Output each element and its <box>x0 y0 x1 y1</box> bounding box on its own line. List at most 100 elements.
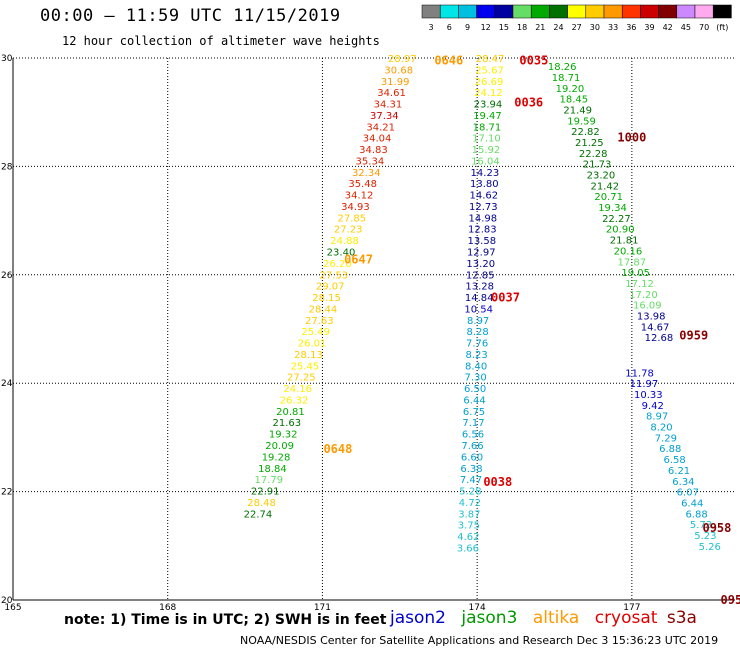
wave-height-label: 24.16 <box>283 384 312 395</box>
wave-height-label: 3.87 <box>458 509 480 520</box>
color-scale-label: 70 <box>699 23 709 32</box>
wave-height-label: 23.94 <box>474 100 503 111</box>
color-scale-swatch <box>694 4 714 19</box>
color-scale-swatch <box>712 4 732 19</box>
wave-height-label: 12.83 <box>468 225 497 236</box>
wave-height-label: 10.33 <box>634 390 663 401</box>
wave-height-label: 6.88 <box>685 509 707 520</box>
wave-height-label: 9.42 <box>642 401 664 412</box>
wave-height-label: 5.28 <box>459 487 481 498</box>
pass-time-label: 0036 <box>514 95 543 109</box>
wave-height-label: 5.26 <box>699 542 721 553</box>
color-scale-swatch <box>621 4 641 19</box>
wave-height-label: 12.85 <box>466 270 495 281</box>
wave-height-label: 35.48 <box>348 179 377 190</box>
wave-height-label: 21.81 <box>610 236 639 247</box>
wave-height-label: 26.69 <box>475 77 504 88</box>
wave-height-label: 34.21 <box>366 122 395 133</box>
color-scale-swatch <box>658 4 678 19</box>
wave-height-label: 14.98 <box>468 213 497 224</box>
color-scale-swatch <box>530 4 550 19</box>
wave-height-label: 29.07 <box>316 282 345 293</box>
wave-height-label: 27.85 <box>338 213 367 224</box>
wave-height-label: 28.15 <box>312 293 341 304</box>
wave-height-label: 12.68 <box>645 333 674 344</box>
wave-height-label: 11.78 <box>625 368 654 379</box>
wave-height-label: 24.88 <box>330 236 359 247</box>
wave-height-label: 6.34 <box>672 477 694 488</box>
wave-height-label: 21.73 <box>583 160 612 171</box>
wave-height-label: 18.71 <box>473 122 502 133</box>
legend-s3a: s3a <box>666 608 697 628</box>
wave-height-label: 14.23 <box>471 168 500 179</box>
wave-height-label: 13.98 <box>637 311 666 322</box>
wave-height-label: 19.20 <box>556 84 585 95</box>
wave-height-label: 25.67 <box>475 65 504 76</box>
color-scale-label: 36 <box>626 23 636 32</box>
wave-height-label: 6.50 <box>464 384 486 395</box>
wave-height-label: 20.90 <box>606 225 635 236</box>
wave-height-label: 17.12 <box>625 279 654 290</box>
color-scale-legend: 3 6 9 12 15 18 21 24 27 30 33 36 39 42 45 70 (ft) <box>421 4 732 32</box>
color-scale-label: 3 <box>429 23 434 32</box>
wave-height-label: 28.97 <box>388 54 417 65</box>
legend-cryosat: cryosat <box>594 608 658 628</box>
color-scale-label: 6 <box>447 23 452 32</box>
wave-height-label: 23.20 <box>587 171 616 182</box>
wave-height-label: 6.07 <box>677 488 699 499</box>
units-note: note: 1) Time is in UTC; 2) SWH is in fe… <box>64 612 387 628</box>
wave-height-label: 3.75 <box>458 521 480 532</box>
wave-height-label: 27.63 <box>305 316 334 327</box>
x-tick-label: 165 <box>4 603 21 613</box>
wave-height-label: 6.44 <box>681 498 703 509</box>
wave-height-label: 27.53 <box>319 270 348 281</box>
wave-height-label: 24.12 <box>474 88 503 99</box>
wave-height-label: 21.42 <box>590 181 619 192</box>
y-tick-label: 26 <box>1 271 13 281</box>
x-tick-labels: 165 168 171 174 177 <box>4 603 640 613</box>
pass-time-labels: 0646 0035 0036 1000 0647 0037 0959 0648 0038 0958… <box>323 54 740 607</box>
wave-height-label: 8.28 <box>467 327 489 338</box>
color-scale-label: 24 <box>553 23 563 32</box>
wave-height-label: 3.66 <box>457 543 479 554</box>
wave-height-label: 11.97 <box>630 379 659 390</box>
wave-height-label: 26.01 <box>298 339 327 350</box>
pass-time-label: 0646 <box>434 54 463 68</box>
color-scale-swatch <box>567 4 587 19</box>
chart-title: 00:00 — 11:59 UTC 11/15/2019 <box>40 6 341 26</box>
wave-height-label: 8.97 <box>646 412 668 423</box>
x-tick-label: 177 <box>623 603 640 613</box>
color-scale-label: 45 <box>681 23 691 32</box>
pass-time-label: 1000 <box>617 131 646 145</box>
wave-height-label: 28.48 <box>247 498 276 509</box>
wave-height-values: 28.9730.6831.9934.6134.3137.3434.2134.04… <box>244 54 721 554</box>
wave-height-label: 21.63 <box>273 418 302 429</box>
color-scale-label: 12 <box>481 23 491 32</box>
wave-height-label: 14.84 <box>465 293 494 304</box>
wave-height-label: 34.93 <box>341 202 370 213</box>
pass-time-label: 0648 <box>323 442 352 456</box>
wave-height-label: 7.66 <box>461 441 483 452</box>
x-tick-label: 174 <box>469 603 486 613</box>
wave-height-label: 4.62 <box>457 532 479 543</box>
y-tick-label: 28 <box>1 162 13 172</box>
wave-height-label: 18.45 <box>560 95 589 106</box>
color-scale-label: 21 <box>535 23 545 32</box>
wave-height-label: 23.40 <box>327 247 356 258</box>
y-tick-label: 20 <box>1 596 13 606</box>
wave-height-label: 22.28 <box>579 149 608 160</box>
wave-height-label: 25.49 <box>301 327 330 338</box>
color-scale-swatch <box>512 4 532 19</box>
wave-height-label: 17.20 <box>629 290 658 301</box>
wave-height-label: 13.58 <box>467 236 496 247</box>
wave-height-label: 10.54 <box>464 304 493 315</box>
wave-height-label: 32.34 <box>352 168 381 179</box>
color-scale-swatch <box>549 4 568 19</box>
wave-height-label: 34.04 <box>363 134 392 145</box>
credit-line: NOAA/NESDIS Center for Satellite Applica… <box>240 634 719 647</box>
color-scale-label: 39 <box>644 23 654 32</box>
wave-height-label: 21.49 <box>563 105 592 116</box>
pass-time-label: 0038 <box>483 475 512 489</box>
wave-height-label: 20.09 <box>265 441 294 452</box>
wave-height-label: 7.47 <box>460 475 482 486</box>
